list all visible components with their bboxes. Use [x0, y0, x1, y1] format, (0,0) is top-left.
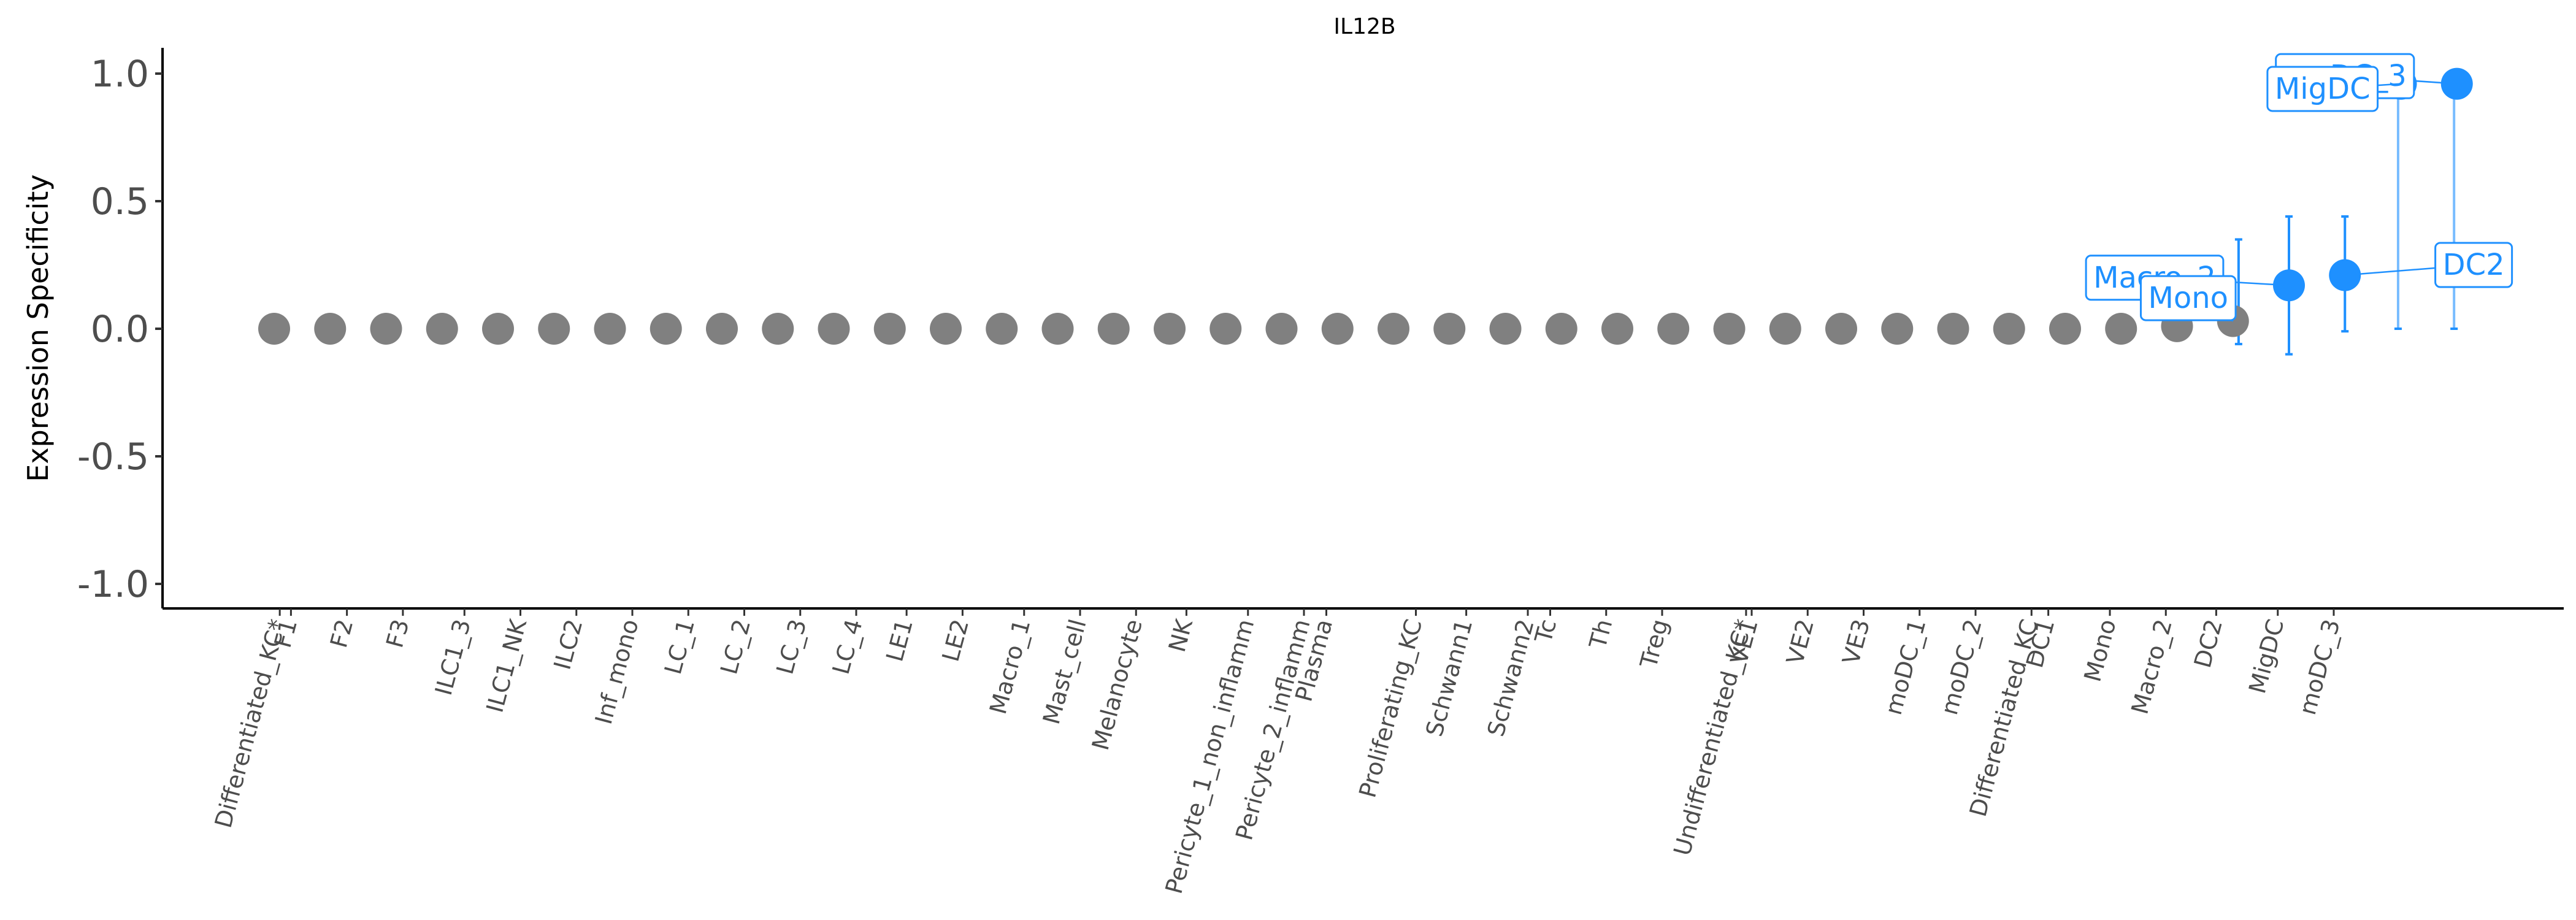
error-bar	[2450, 82, 2458, 330]
data-point	[1209, 313, 1242, 345]
x-tick-label: Melanocyte	[1087, 616, 1148, 753]
x-tick-label: LE2	[937, 616, 974, 664]
x-tick-label: Schwann1	[1420, 616, 1478, 740]
x-tick-label: Mast_cell	[1038, 616, 1092, 727]
data-point	[1937, 313, 1969, 345]
x-tick-label: LE1	[881, 616, 918, 664]
point-label-text: MigDC	[2275, 72, 2371, 106]
x-tick-label: LC_3	[771, 616, 811, 677]
x-tick-label: LC_1	[659, 616, 700, 677]
x-tick-label: Th	[1584, 616, 1617, 652]
x-tick-label: Treg	[1635, 616, 1673, 672]
point-label-box	[2266, 66, 2379, 112]
data-point	[1545, 313, 1577, 345]
y-tick-label: 1.0	[91, 53, 149, 96]
point-label: Mono	[2139, 275, 2237, 322]
x-tick-label: ILC2	[548, 616, 588, 673]
chart-title: IL12B	[1333, 14, 1395, 39]
data-point	[706, 313, 738, 345]
y-tick-label: 0.0	[91, 308, 149, 351]
x-tick-label: Pericyte_1_non_inflamm	[1160, 616, 1260, 897]
data-point	[873, 313, 906, 345]
y-tick-label: -1.0	[77, 563, 149, 606]
x-tick-label: VE2	[1781, 616, 1819, 667]
x-tick-label: Mono	[2079, 616, 2121, 684]
data-point	[538, 313, 570, 345]
y-tick-label: 0.5	[91, 180, 149, 223]
y-tick-label: -0.5	[77, 435, 149, 478]
data-point	[1769, 313, 1801, 345]
x-tick-label: Inf_mono	[590, 616, 644, 727]
point-label-text: DC2	[2443, 248, 2505, 282]
x-tick-label: NK	[1163, 616, 1198, 655]
x-tick-label: MigDC	[2244, 616, 2289, 696]
x-tick-label: moDC_1	[1880, 616, 1931, 718]
data-point	[818, 313, 850, 345]
point-label-text: Mono	[2148, 281, 2228, 315]
x-tick-label: LC_4	[827, 616, 868, 677]
x-tick-label: Proliferating_KC	[1354, 616, 1427, 800]
point-label-box	[2434, 242, 2513, 288]
x-tick-label: F3	[381, 616, 414, 651]
data-point	[1713, 313, 1746, 345]
data-point	[594, 313, 626, 345]
x-tick-label: ILC1_NK	[481, 616, 532, 716]
data-point	[1154, 313, 1186, 345]
data-point	[1657, 313, 1690, 345]
data-point	[314, 313, 347, 345]
data-point	[1993, 313, 2025, 345]
data-point	[762, 313, 794, 345]
x-tick-label: moDC_3	[2294, 616, 2345, 718]
data-point	[1265, 313, 1298, 345]
x-tick-label: Macro_2	[2126, 616, 2177, 717]
point-label: DC2	[2345, 242, 2513, 288]
data-point	[986, 313, 1018, 345]
data-point	[482, 313, 514, 345]
data-point	[1321, 313, 1354, 345]
point-label: MigDC	[2266, 66, 2401, 112]
data-point	[2049, 313, 2081, 345]
error-bar	[2394, 82, 2402, 330]
x-tick-label: Differentiated_KC*	[210, 616, 291, 831]
data-point	[426, 313, 458, 345]
data-point	[1097, 313, 1130, 345]
x-tick-label: LC_2	[715, 616, 756, 677]
data-point	[2105, 313, 2137, 345]
data-point	[1433, 313, 1466, 345]
data-point	[1041, 313, 1074, 345]
data-point	[1489, 313, 1522, 345]
x-tick-label: ILC1_3	[430, 616, 476, 698]
point-label-box	[2139, 275, 2237, 321]
data-point	[1825, 313, 1857, 345]
x-tick-label: Macro_1	[984, 616, 1035, 717]
x-tick-label: F2	[325, 616, 358, 651]
data-point	[1601, 313, 1633, 345]
data-point	[1378, 313, 1409, 345]
data-point	[650, 313, 682, 345]
data-point	[370, 313, 402, 345]
data-point	[258, 313, 290, 345]
data-point	[930, 313, 962, 345]
x-tick-label: moDC_2	[1936, 616, 1987, 718]
data-point	[1881, 313, 1914, 345]
x-tick-label: DC2	[2189, 616, 2228, 671]
y-axis-title: Expression Specificity	[21, 174, 55, 481]
x-tick-label: VE3	[1837, 616, 1875, 667]
